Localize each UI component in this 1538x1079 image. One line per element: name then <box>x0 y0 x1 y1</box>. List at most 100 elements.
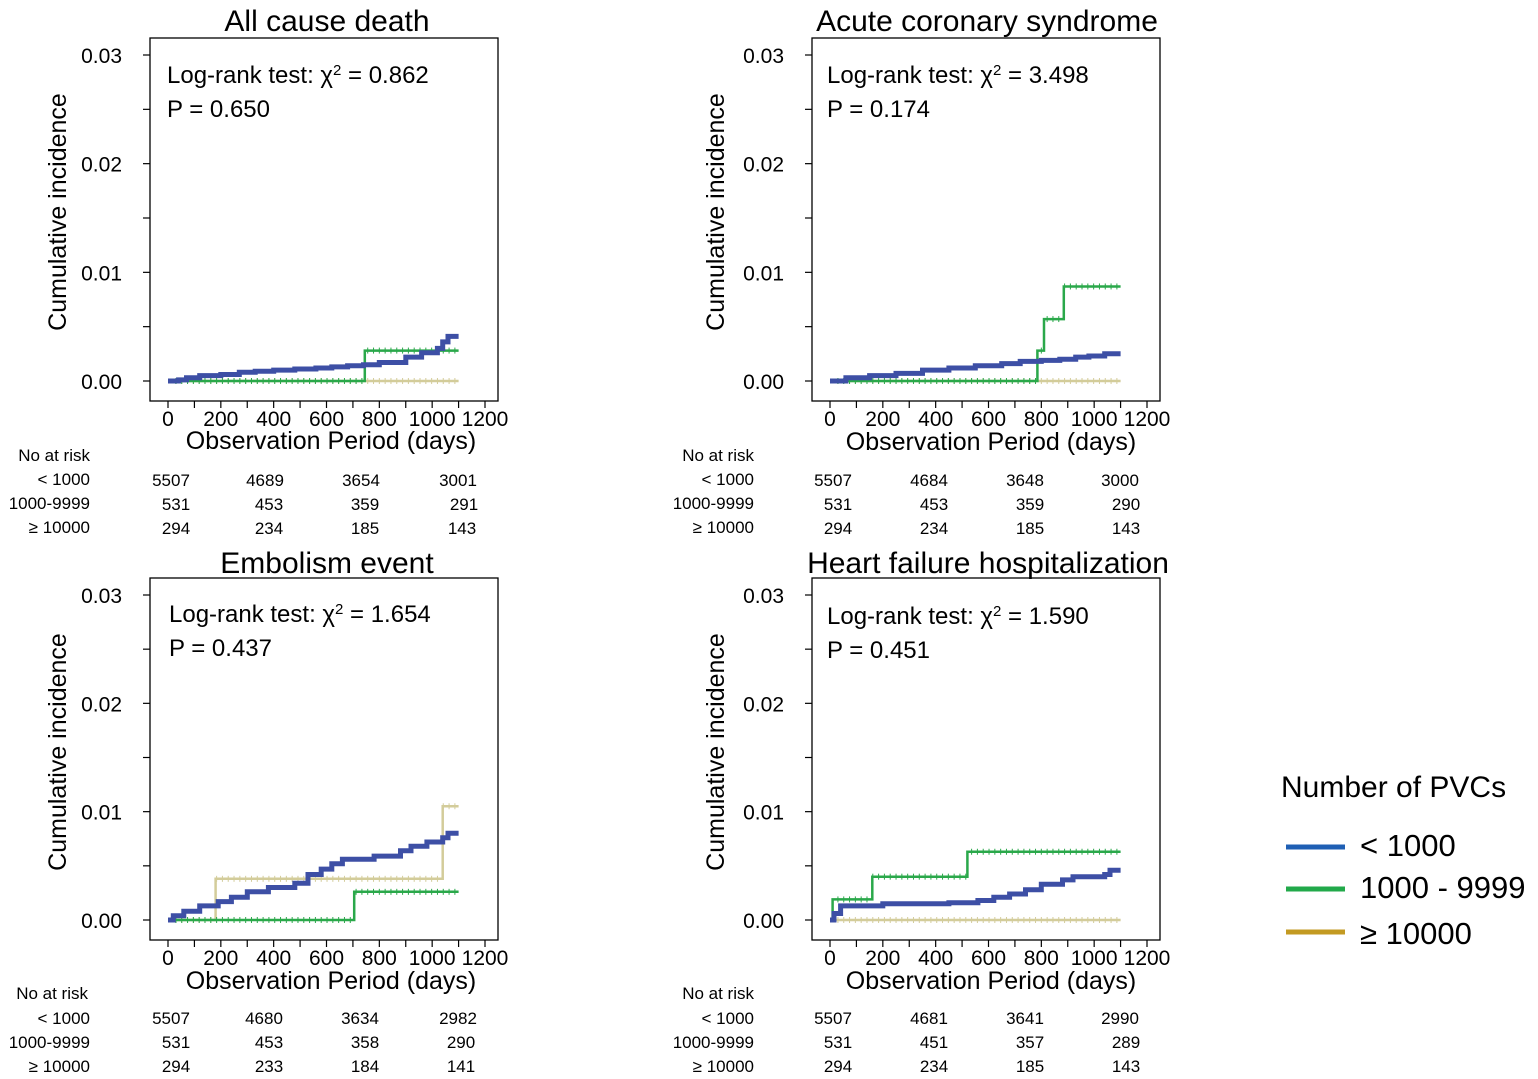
x-tick-label: 1000 <box>409 408 456 431</box>
risk-value: 143 <box>1112 1057 1140 1076</box>
risk-table-header: No at risk <box>18 446 90 465</box>
x-tick-label: 600 <box>309 408 344 431</box>
x-tick-label: 0 <box>162 947 174 970</box>
p-value: P = 0.451 <box>827 637 930 664</box>
risk-value: 185 <box>1016 519 1044 538</box>
risk-row-label: ≥ 10000 <box>29 1057 90 1076</box>
x-tick-label: 1000 <box>409 947 456 970</box>
risk-value: 531 <box>162 1033 190 1052</box>
y-tick-label: 0.00 <box>81 910 122 933</box>
risk-value: 143 <box>448 519 476 538</box>
risk-row-label: 1000-9999 <box>673 494 754 513</box>
x-tick-label: 0 <box>824 408 836 431</box>
x-tick-label: 800 <box>1024 408 1059 431</box>
risk-row-label: 1000-9999 <box>673 1033 754 1052</box>
x-axis-label: Observation Period (days) <box>846 967 1136 995</box>
x-tick-label: 1000 <box>1071 408 1118 431</box>
x-tick-label: 1200 <box>1124 408 1171 431</box>
risk-value: 5507 <box>814 1009 852 1028</box>
x-tick-label: 800 <box>362 408 397 431</box>
risk-table-header: No at risk <box>682 446 754 465</box>
y-axis-label: Cumulative incidence <box>44 93 72 331</box>
x-axis-label: Observation Period (days) <box>846 428 1136 456</box>
panel-title: Acute coronary syndrome <box>816 5 1158 38</box>
risk-value: 4681 <box>910 1009 948 1028</box>
plot-frame <box>811 37 1161 402</box>
panel-embolism-event: Embolism event 0.00 0.01 0.02 0.03 0 200 400 60… <box>9 547 509 1076</box>
y-tick-label: 0.00 <box>81 371 122 394</box>
x-tick-label: 200 <box>203 947 238 970</box>
risk-table-header: No at risk <box>16 984 88 1003</box>
risk-value: 3654 <box>342 471 380 490</box>
risk-value: 453 <box>255 495 283 514</box>
plot-area: 0.00 0.01 0.02 0.03 0 200 400 600 800 1000 1200 <box>81 577 509 970</box>
plot-area: 0.00 0.01 0.02 0.03 0 200 400 600 800 1000 1200 <box>743 37 1171 431</box>
y-tick-label: 0.03 <box>81 585 122 608</box>
y-tick-label: 0.01 <box>743 262 784 285</box>
y-tick-label: 0.02 <box>81 154 122 177</box>
series-line <box>168 333 459 384</box>
risk-row-label: < 1000 <box>702 1009 754 1028</box>
risk-value: 5507 <box>814 471 852 490</box>
y-tick-label: 0.01 <box>743 802 784 825</box>
risk-value: 4684 <box>910 471 948 490</box>
legend: Number of PVCs < 1000 1000 - 9999 ≥ 1000… <box>1281 771 1525 951</box>
risk-table: No at risk < 1000 1000-9999 ≥ 10000 5507… <box>9 984 477 1076</box>
legend-label: ≥ 10000 <box>1360 916 1472 951</box>
x-tick-label: 600 <box>309 947 344 970</box>
risk-row-label: 1000-9999 <box>9 494 90 513</box>
risk-table: No at risk < 1000 1000-9999 ≥ 10000 5507… <box>9 446 479 538</box>
series-line <box>830 867 1121 923</box>
series-line <box>830 850 1121 922</box>
risk-value: 3641 <box>1006 1009 1044 1028</box>
risk-value: 289 <box>1112 1033 1140 1052</box>
risk-value: 290 <box>447 1033 475 1052</box>
risk-value: 3634 <box>341 1009 379 1028</box>
x-tick-label: 1200 <box>462 408 509 431</box>
risk-row-label: ≥ 10000 <box>693 1057 754 1076</box>
risk-row-label: < 1000 <box>702 470 754 489</box>
risk-value: 359 <box>1016 495 1044 514</box>
plot-frame <box>149 577 499 941</box>
x-tick-label: 400 <box>918 947 953 970</box>
risk-value: 185 <box>351 519 379 538</box>
series-line <box>168 805 459 922</box>
panel-all-cause-death: All cause death 0.00 0.01 0.02 0.03 0 200 400 6… <box>9 5 509 538</box>
panel-title: Heart failure hospitalization <box>807 547 1169 580</box>
legend-label: 1000 - 9999 <box>1360 870 1525 905</box>
series-line <box>830 285 1121 383</box>
log-rank-label: Log-rank test: χ2 = 3.498 <box>827 62 1089 90</box>
risk-value: 290 <box>1112 495 1140 514</box>
x-tick-label: 1200 <box>462 947 509 970</box>
y-tick-label: 0.03 <box>81 45 122 68</box>
risk-value: 453 <box>255 1033 283 1052</box>
risk-row-label: ≥ 10000 <box>29 518 90 537</box>
risk-value: 294 <box>824 1057 852 1076</box>
p-value: P = 0.650 <box>167 96 270 123</box>
risk-value: 234 <box>920 519 948 538</box>
x-tick-label: 400 <box>256 408 291 431</box>
legend-label: < 1000 <box>1360 828 1456 863</box>
panel-title: All cause death <box>224 5 429 38</box>
p-value: P = 0.174 <box>827 96 930 123</box>
risk-value: 234 <box>920 1057 948 1076</box>
risk-value: 3648 <box>1006 471 1044 490</box>
risk-value: 5507 <box>152 1009 190 1028</box>
legend-title: Number of PVCs <box>1281 771 1506 804</box>
risk-row-label: < 1000 <box>38 470 90 489</box>
risk-row-label: < 1000 <box>38 1009 90 1028</box>
risk-value: 2982 <box>439 1009 477 1028</box>
x-tick-label: 800 <box>362 947 397 970</box>
risk-row-label: ≥ 10000 <box>693 518 754 537</box>
series-line <box>168 830 459 923</box>
risk-value: 143 <box>1112 519 1140 538</box>
risk-value: 4689 <box>246 471 284 490</box>
risk-value: 2990 <box>1101 1009 1139 1028</box>
risk-table: No at risk < 1000 1000-9999 ≥ 10000 5507… <box>673 984 1141 1076</box>
risk-value: 453 <box>920 495 948 514</box>
y-tick-label: 0.02 <box>743 693 784 716</box>
y-tick-label: 0.01 <box>81 802 122 825</box>
risk-value: 185 <box>1016 1057 1044 1076</box>
y-tick-label: 0.00 <box>743 910 784 933</box>
plot-area: 0.00 0.01 0.02 0.03 0 200 400 600 800 1000 1200 <box>743 577 1170 970</box>
